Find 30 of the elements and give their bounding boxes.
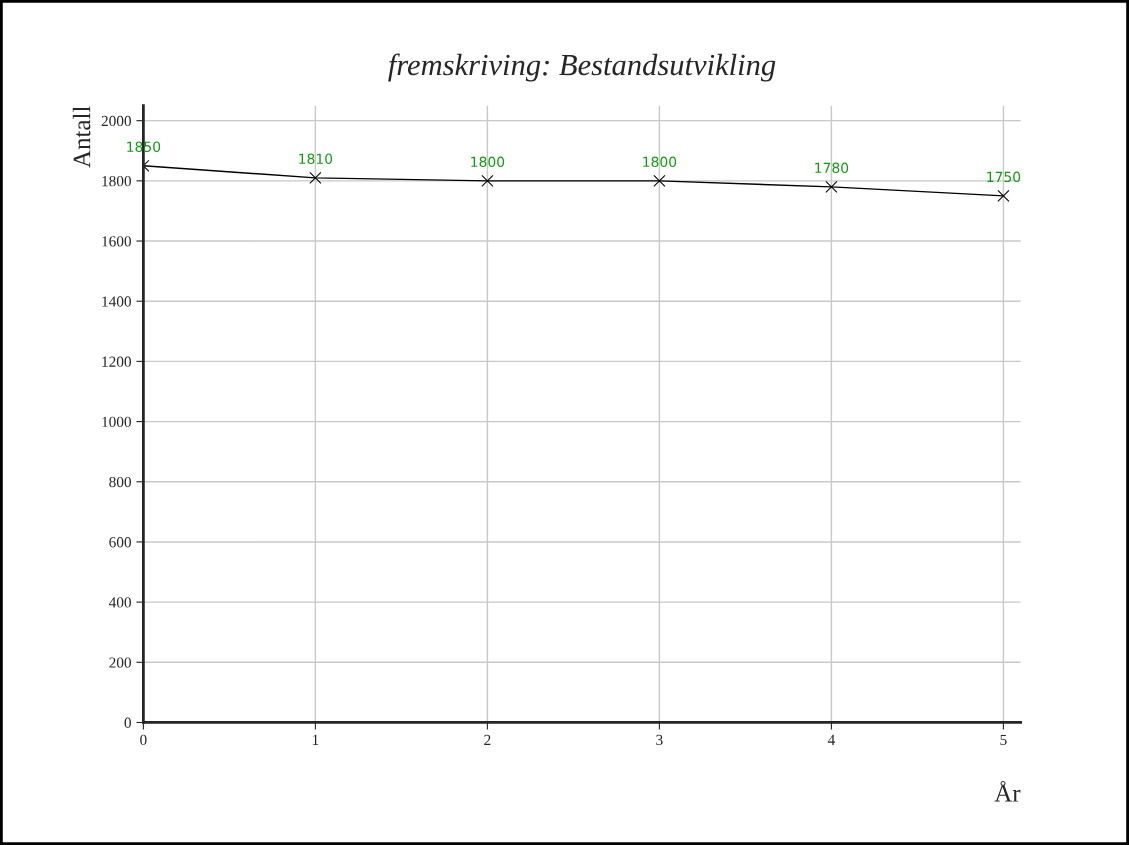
y-tick-label: 200: [109, 657, 131, 668]
point: [309, 171, 322, 184]
x-tick-label: 3: [656, 734, 663, 746]
y-tick-label: 1600: [102, 236, 131, 247]
data-label: 1750: [987, 171, 1021, 183]
y-tick-label: 600: [109, 537, 131, 548]
data-label: 1810: [299, 153, 333, 165]
point: [481, 174, 494, 187]
x-tick-label: 0: [140, 734, 147, 746]
point: [653, 174, 666, 187]
y-tick-label: 0: [124, 717, 131, 728]
y-tick-label: 2000: [101, 115, 131, 127]
y-axis-title: Antall: [72, 106, 91, 168]
y-tick-label: 1800: [102, 175, 131, 187]
y-tick-label: 1400: [102, 296, 131, 307]
y-tick-label: 400: [108, 597, 131, 608]
x-tick-label: 1: [312, 734, 319, 745]
data-label: 1780: [815, 162, 849, 174]
chart-title: fremskriving: Bestandsutvikling: [388, 53, 776, 82]
x-tick-label: 4: [827, 734, 835, 745]
y-tick-label: 1000: [102, 416, 131, 428]
x-tick-label: 5: [1000, 734, 1007, 746]
y-tick-label: 800: [109, 476, 131, 488]
data-label: 1800: [471, 156, 505, 168]
y-tick-label: 1200: [102, 356, 131, 367]
point: [825, 180, 838, 193]
x-tick-label: 2: [484, 734, 491, 745]
data-label: 1800: [643, 156, 677, 168]
point: [997, 189, 1010, 202]
x-axis-title: År: [994, 780, 1021, 802]
